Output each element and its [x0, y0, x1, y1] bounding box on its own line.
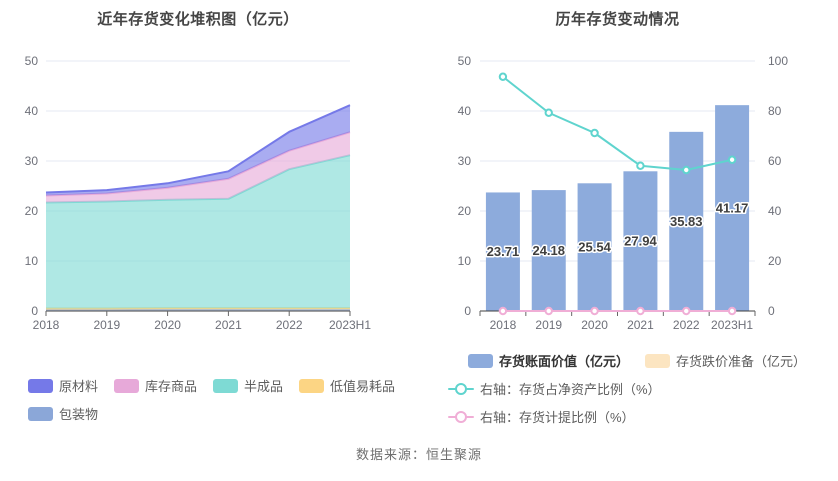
- svg-text:50: 50: [458, 54, 472, 68]
- legend-label: 右轴：存货计提比例（%）: [480, 410, 635, 425]
- legend-item[interactable]: 右轴：存货占净资产比例（%）: [448, 379, 661, 398]
- svg-text:40: 40: [458, 104, 472, 118]
- svg-text:23.71: 23.71: [487, 244, 520, 259]
- legend-swatch: [28, 378, 53, 393]
- svg-text:2020: 2020: [581, 318, 608, 332]
- legend-label: 包装物: [59, 407, 99, 422]
- svg-text:2019: 2019: [535, 318, 562, 332]
- svg-text:2021: 2021: [627, 318, 654, 332]
- svg-text:30: 30: [458, 154, 472, 168]
- svg-text:20: 20: [25, 204, 39, 218]
- stacked-area-legend: 原材料 库存商品 半成品 低值易耗品包装物: [28, 376, 395, 423]
- svg-text:2020: 2020: [154, 318, 181, 332]
- data-source: 数据来源：恒生聚源: [355, 447, 482, 462]
- svg-text:2023H1: 2023H1: [711, 318, 753, 332]
- legend-label: 存货跌价准备（亿元）: [676, 354, 807, 369]
- legend-label: 半成品: [244, 379, 284, 394]
- bar-line-canvas: 23.71 24.18 25.54 27.94 35.83 41.17 0 10 20 30 40 5…: [458, 54, 789, 332]
- bar-line-legend: 存货账面价值（亿元） 存货跌价准备（亿元） 右轴：存货占净资产比例（%） 右轴：存货计…: [448, 351, 806, 426]
- legend-label: 右轴：存货占净资产比例（%）: [480, 382, 661, 397]
- legend-item[interactable]: 包装物: [28, 404, 98, 423]
- legend-label: 存货账面价值（亿元）: [499, 354, 630, 369]
- svg-text:30: 30: [25, 154, 39, 168]
- svg-text:2018: 2018: [33, 318, 60, 332]
- legend-swatch: [299, 378, 325, 393]
- svg-text:35.83: 35.83: [670, 214, 703, 229]
- svg-text:2023H1: 2023H1: [329, 318, 371, 332]
- svg-text:10: 10: [25, 254, 39, 268]
- legend-item[interactable]: 半成品: [213, 376, 283, 395]
- svg-text:2018: 2018: [490, 318, 517, 332]
- legend-label: 原材料: [59, 379, 99, 394]
- stacked-area-canvas: 0 10 20 30 40 50 2018 2019 2020 2021 2022 2023H1: [25, 54, 372, 332]
- svg-text:0: 0: [31, 304, 38, 318]
- svg-text:50: 50: [25, 54, 39, 68]
- svg-text:60: 60: [768, 154, 782, 168]
- svg-text:10: 10: [458, 254, 472, 268]
- svg-text:24.18: 24.18: [532, 243, 565, 258]
- legend-swatch: [28, 406, 53, 421]
- legend-item[interactable]: 低值易耗品: [299, 376, 395, 395]
- stacked-area-chart-panel: 近年存货变化堆积图（亿元） 0 10 20 30 40 50 2018 2019 2020 202…: [0, 0, 419, 432]
- bar-line-chart-panel: 历年存货变动情况 23.71 24.18 25.54 27.94 35.83 41.17 0…: [419, 0, 838, 432]
- legend-label: 低值易耗品: [330, 379, 396, 394]
- svg-text:0: 0: [768, 304, 775, 318]
- svg-text:80: 80: [768, 104, 782, 118]
- legend-swatch: [114, 378, 140, 393]
- svg-text:20: 20: [458, 204, 472, 218]
- legend-item[interactable]: 存货账面价值（亿元）: [468, 351, 629, 370]
- legend-item[interactable]: 存货跌价准备（亿元）: [645, 351, 806, 370]
- svg-text:0: 0: [464, 304, 471, 318]
- svg-text:27.94: 27.94: [624, 234, 657, 249]
- svg-text:25.54: 25.54: [578, 240, 611, 255]
- legend-item[interactable]: 原材料: [28, 376, 98, 395]
- line-marker-icon: [448, 410, 474, 423]
- stacked-area-chart-title: 近年存货变化堆积图（亿元）: [97, 11, 299, 28]
- svg-text:2022: 2022: [276, 318, 303, 332]
- bar-line-chart-title: 历年存货变动情况: [555, 11, 680, 28]
- svg-text:20: 20: [768, 254, 782, 268]
- svg-text:2021: 2021: [215, 318, 242, 332]
- legend-label: 库存商品: [145, 379, 198, 394]
- svg-text:2019: 2019: [93, 318, 120, 332]
- svg-text:100: 100: [768, 54, 788, 68]
- line-marker-icon: [448, 382, 474, 395]
- legend-swatch: [213, 378, 239, 393]
- legend-swatch: [468, 353, 493, 368]
- legend-item[interactable]: 右轴：存货计提比例（%）: [448, 407, 635, 426]
- legend-swatch: [645, 353, 671, 368]
- svg-text:40: 40: [768, 204, 782, 218]
- legend-item[interactable]: 库存商品: [114, 376, 197, 395]
- svg-text:40: 40: [25, 104, 39, 118]
- svg-text:2022: 2022: [673, 318, 700, 332]
- svg-text:41.17: 41.17: [716, 201, 749, 216]
